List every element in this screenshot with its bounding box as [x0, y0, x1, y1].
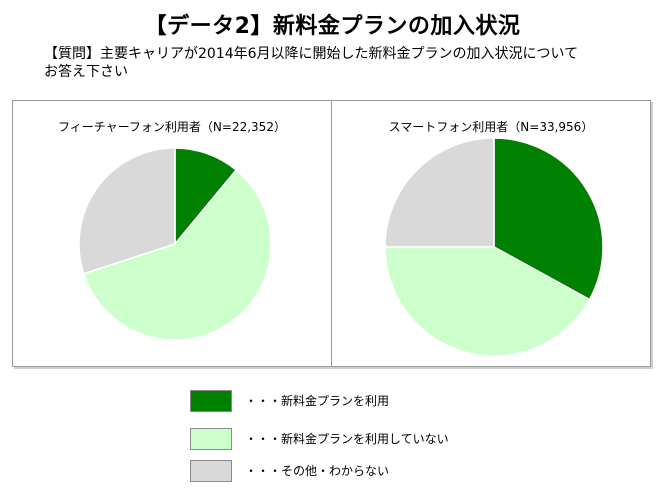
- smartphone-chart-title: スマートフォン利用者（N=33,956）: [388, 120, 594, 134]
- pie-slice-not-using: [384, 246, 591, 357]
- pie-slice-using: [174, 147, 238, 247]
- question-line-1: 【質問】主要キャリアが2014年6月以降に開始した新料金プランの加入状況について: [44, 46, 579, 62]
- legend-label-not-using: ・・・新料金プランを利用していない: [245, 432, 449, 446]
- smartphone-pie-chart: [384, 137, 604, 357]
- legend-swatch-other: [190, 460, 232, 482]
- legend-swatch-using: [190, 390, 232, 412]
- smartphone-chart-panel: スマートフォン利用者（N=33,956）: [331, 100, 651, 367]
- question-line-2: お答え下さい: [44, 64, 128, 80]
- pie-slice-not-using: [82, 168, 272, 341]
- legend-label-other: ・・・その他・わからない: [245, 464, 390, 478]
- legend-swatch-not-using: [190, 428, 232, 450]
- legend-label-using: ・・・新料金プランを利用: [245, 394, 390, 408]
- pie-slice-other: [384, 137, 495, 248]
- feature-phone-chart-title: フィーチャーフォン利用者（N=22,352）: [58, 120, 286, 134]
- question-text: 【質問】主要キャリアが2014年6月以降に開始した新料金プランの加入状況について…: [44, 45, 578, 81]
- feature-phone-pie-chart: [78, 147, 272, 341]
- page-title: 【データ2】新料金プランの加入状況: [144, 14, 521, 39]
- pie-slice-using: [493, 137, 604, 301]
- pie-slice-other: [78, 147, 176, 275]
- feature-phone-chart-panel: フィーチャーフォン利用者（N=22,352）: [12, 100, 332, 367]
